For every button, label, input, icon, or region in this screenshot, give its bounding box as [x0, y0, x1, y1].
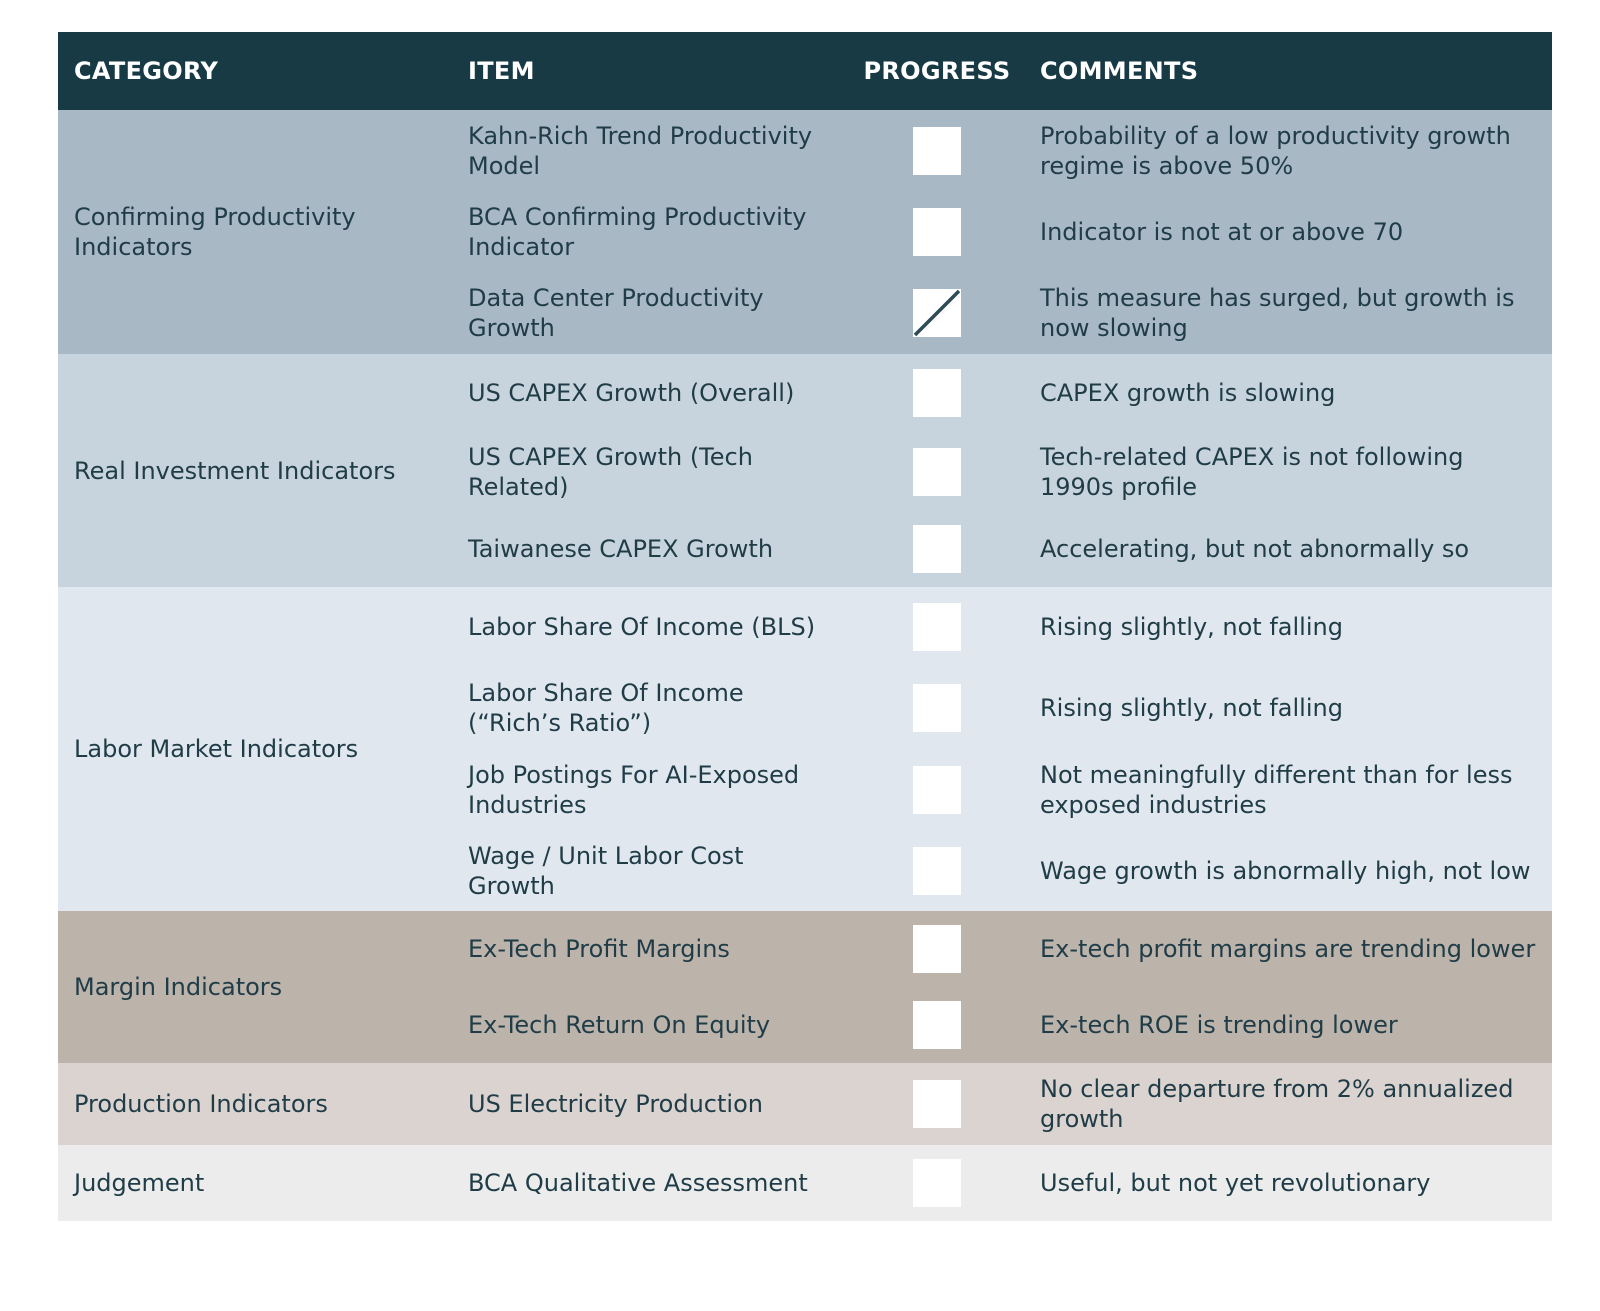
table-row: Data Center Productivity Growth This meas…	[58, 272, 1552, 354]
header-category: CATEGORY	[74, 57, 219, 85]
comment-cell: No clear departure from 2% annualized gr…	[1024, 1063, 1552, 1145]
comment-cell: Useful, but not yet revolutionary	[1024, 1145, 1552, 1221]
indicator-table: CATEGORY ITEM PROGRESS COMMENTS Confirmi…	[58, 32, 1552, 1221]
item-cell: BCA Qualitative Assessment	[452, 1145, 850, 1221]
table-header: CATEGORY ITEM PROGRESS COMMENTS	[58, 32, 1552, 110]
comment-cell: CAPEX growth is slowing	[1024, 354, 1552, 432]
progress-cell	[850, 987, 1024, 1063]
progress-cell	[850, 1063, 1024, 1145]
progress-cell	[850, 272, 1024, 354]
category-cell: Labor Market Indicators	[58, 587, 452, 911]
table-row: US CAPEX Growth (Tech Related) Tech-relat…	[58, 432, 1552, 511]
item-cell: Wage / Unit Labor Cost Growth	[452, 830, 850, 911]
progress-empty-checkbox-icon	[913, 603, 961, 651]
progress-empty-checkbox-icon	[913, 369, 961, 417]
table-row: Production Indicators US Electricity Prod…	[58, 1063, 1552, 1145]
table-row: Judgement BCA Qualitative Assessment Usefu…	[58, 1145, 1552, 1221]
item-cell: Data Center Productivity Growth	[452, 272, 850, 354]
comment-cell: Probability of a low productivity growth…	[1024, 110, 1552, 191]
progress-slash-checkbox-icon	[913, 289, 961, 337]
item-cell: Ex-Tech Profit Margins	[452, 911, 850, 987]
progress-empty-checkbox-icon	[913, 525, 961, 573]
progress-cell	[850, 749, 1024, 830]
progress-cell	[850, 911, 1024, 987]
item-cell: Job Postings For AI-Exposed Industries	[452, 749, 850, 830]
table-row: Labor Share Of Income (“Rich’s Ratio”) Ri…	[58, 667, 1552, 749]
progress-empty-checkbox-icon	[913, 846, 961, 895]
progress-empty-checkbox-icon	[913, 925, 961, 973]
comment-cell: Rising slightly, not falling	[1024, 587, 1552, 667]
comment-cell: Ex-tech profit margins are trending lowe…	[1024, 911, 1552, 987]
comment-cell: Indicator is not at or above 70	[1024, 191, 1552, 272]
progress-cell	[850, 354, 1024, 432]
item-cell: US Electricity Production	[452, 1063, 850, 1145]
table-row: Confirming Productivity Indicators Kahn-R…	[58, 110, 1552, 354]
header-row: CATEGORY ITEM PROGRESS COMMENTS	[58, 32, 1552, 110]
progress-cell	[850, 511, 1024, 587]
item-cell: US CAPEX Growth (Tech Related)	[452, 432, 850, 511]
progress-empty-checkbox-icon	[913, 1080, 961, 1128]
item-cell: US CAPEX Growth (Overall)	[452, 354, 850, 432]
progress-empty-checkbox-icon	[913, 447, 961, 496]
category-cell: Judgement	[58, 1145, 452, 1221]
progress-cell	[850, 432, 1024, 511]
item-cell: Labor Share Of Income (“Rich’s Ratio”)	[452, 667, 850, 749]
category-cell: Margin Indicators	[58, 911, 452, 1063]
progress-cell	[850, 1145, 1024, 1221]
category-cell: Confirming Productivity Indicators	[58, 110, 452, 354]
comment-cell: Tech-related CAPEX is not following 1990…	[1024, 432, 1552, 511]
item-cell: Kahn-Rich Trend Productivity Model	[452, 110, 850, 191]
item-cell: Ex-Tech Return On Equity	[452, 987, 850, 1063]
progress-empty-checkbox-icon	[913, 765, 961, 814]
progress-cell	[850, 191, 1024, 272]
header-item: ITEM	[468, 57, 535, 85]
category-cell: Production Indicators	[58, 1063, 452, 1145]
table-row: Margin Indicators Ex-Tech Profit Margins E…	[58, 911, 1552, 1063]
table-row: Taiwanese CAPEX Growth Accelerating, but …	[58, 511, 1552, 587]
header-comments: COMMENTS	[1040, 57, 1199, 85]
progress-cell	[850, 587, 1024, 667]
comment-cell: Accelerating, but not abnormally so	[1024, 511, 1552, 587]
comment-cell: This measure has surged, but growth is n…	[1024, 272, 1552, 354]
table-row: Wage / Unit Labor Cost Growth Wage growth…	[58, 830, 1552, 911]
progress-empty-checkbox-icon	[913, 1001, 961, 1049]
table-row: BCA Confirming Productivity Indicator Ind…	[58, 191, 1552, 272]
comment-cell: Not meaningfully different than for less…	[1024, 749, 1552, 830]
comment-cell: Wage growth is abnormally high, not low	[1024, 830, 1552, 911]
table-row: Real Investment Indicators US CAPEX Growt…	[58, 354, 1552, 587]
comment-cell: Ex-tech ROE is trending lower	[1024, 987, 1552, 1063]
item-cell: BCA Confirming Productivity Indicator	[452, 191, 850, 272]
progress-cell	[850, 110, 1024, 191]
progress-empty-checkbox-icon	[913, 207, 961, 256]
progress-cell	[850, 830, 1024, 911]
progress-empty-checkbox-icon	[913, 1159, 961, 1207]
table-row: Job Postings For AI-Exposed Industries No…	[58, 749, 1552, 830]
table-row: Ex-Tech Return On Equity Ex-tech ROE is t…	[58, 987, 1552, 1063]
comment-cell: Rising slightly, not falling	[1024, 667, 1552, 749]
category-cell: Real Investment Indicators	[58, 354, 452, 587]
table-body: Confirming Productivity Indicators Kahn-R…	[58, 110, 1552, 1221]
progress-empty-checkbox-icon	[913, 126, 961, 175]
item-cell: Labor Share Of Income (BLS)	[452, 587, 850, 667]
progress-cell	[850, 667, 1024, 749]
indicator-table-container: CATEGORY ITEM PROGRESS COMMENTS Confirmi…	[58, 32, 1552, 1221]
progress-empty-checkbox-icon	[913, 684, 961, 732]
table-row: Labor Market Indicators Labor Share Of In…	[58, 587, 1552, 911]
header-progress: PROGRESS	[863, 57, 1011, 85]
item-cell: Taiwanese CAPEX Growth	[452, 511, 850, 587]
